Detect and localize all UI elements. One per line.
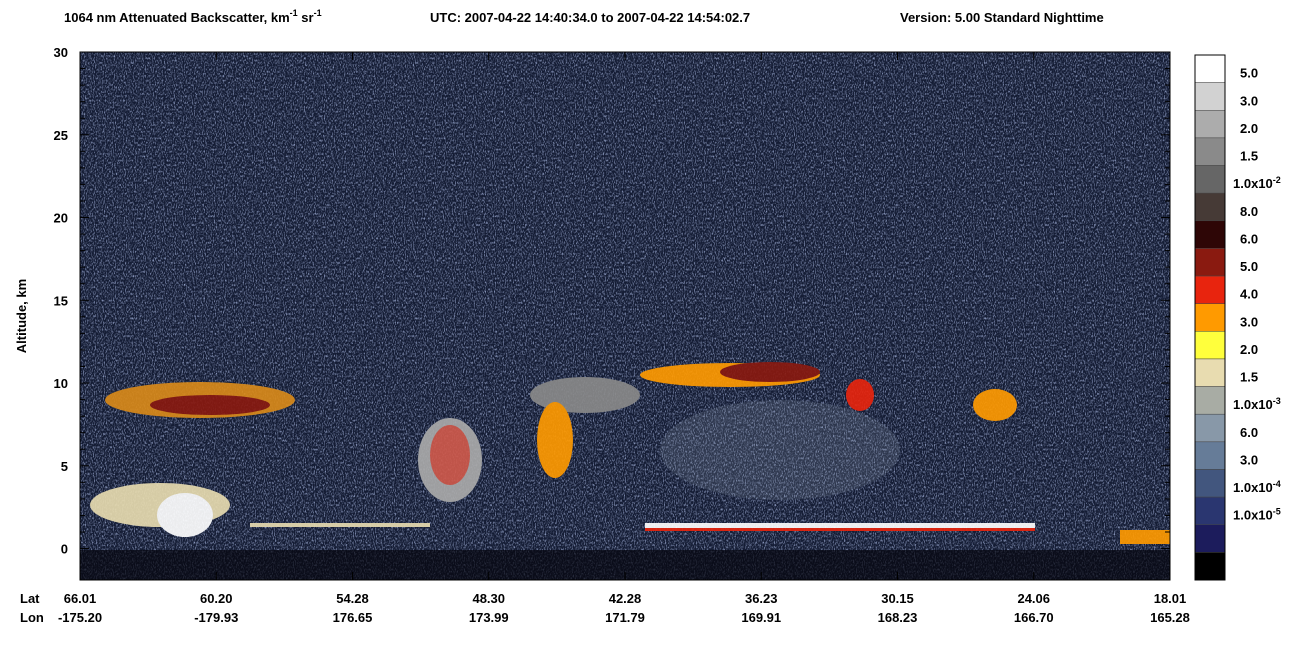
colorbar-label: 4.0 — [1240, 287, 1258, 302]
chart-version: Version: 5.00 Standard Nighttime — [900, 10, 1104, 25]
chart-title: 1064 nm Attenuated Backscatter, km-1 sr-… — [64, 8, 322, 25]
colorbar-label: 3.0 — [1240, 314, 1258, 329]
colorbar-label: 1.0x10-3 — [1233, 396, 1281, 412]
lon-label: 166.70 — [1014, 610, 1054, 625]
colorbar-label-base: 1.0x10 — [1233, 397, 1273, 412]
colorbar-label: 8.0 — [1240, 204, 1258, 219]
colorbar-swatch — [1194, 137, 1226, 166]
colorbar-swatch — [1194, 192, 1226, 222]
chart-subtitle: UTC: 2007-04-22 14:40:34.0 to 2007-04-22… — [430, 10, 750, 25]
cloud-feature — [150, 395, 270, 415]
colorbar-label-base: 1.0x10 — [1233, 480, 1273, 495]
colorbar-swatch — [1194, 413, 1226, 443]
lon-label: 171.79 — [605, 610, 645, 625]
lat-label: 42.28 — [609, 591, 642, 606]
colorbar-label: 1.0x10-5 — [1233, 507, 1281, 523]
colorbar-label-exp: -2 — [1273, 175, 1281, 185]
y-tick-label: 15 — [54, 293, 68, 308]
colorbar-swatch — [1194, 165, 1226, 194]
colorbar-label: 6.0 — [1240, 425, 1258, 440]
colorbar-swatch — [1194, 248, 1226, 277]
lon-label: -179.93 — [194, 610, 238, 625]
colorbar-label: 1.0x10-4 — [1233, 479, 1281, 495]
noise — [80, 52, 1170, 580]
colorbar-swatch — [1194, 469, 1226, 498]
colorbar-swatch — [1194, 496, 1226, 525]
surface-return — [250, 523, 430, 527]
colorbar-label: 2.0 — [1240, 342, 1258, 357]
colorbar-label: 2.0 — [1240, 121, 1258, 136]
lon-label: 165.28 — [1150, 610, 1190, 625]
colorbar-swatch — [1194, 552, 1226, 581]
lat-label: 24.06 — [1017, 591, 1050, 606]
lat-label: 66.01 — [64, 591, 97, 606]
colorbar-swatch — [1194, 358, 1226, 387]
colorbar-label-base: 1.0x10 — [1233, 176, 1273, 191]
lat-label: 48.30 — [472, 591, 505, 606]
colorbar-label-exp: -5 — [1273, 507, 1281, 517]
colorbar-label: 6.0 — [1240, 231, 1258, 246]
lat-label: 54.28 — [336, 591, 369, 606]
lon-label: 169.91 — [741, 610, 781, 625]
colorbar-swatch — [1194, 386, 1226, 415]
y-tick-label: 30 — [54, 45, 68, 60]
cloud-feature — [430, 425, 470, 485]
colorbar-label: 3.0 — [1240, 452, 1258, 467]
surface-return — [645, 528, 1035, 531]
y-tick-label: 25 — [54, 128, 68, 143]
lon-label: 176.65 — [333, 610, 373, 625]
lat-label: 36.23 — [745, 591, 778, 606]
y-tick-label: 10 — [54, 376, 68, 391]
lat-label: 30.15 — [881, 591, 914, 606]
colorbar-label: 3.0 — [1240, 93, 1258, 108]
colorbar-swatch — [1194, 524, 1226, 553]
cloud-feature — [157, 493, 213, 537]
colorbar-label: 1.0x10-2 — [1233, 175, 1281, 191]
colorbar-label-base: 1.0x10 — [1233, 508, 1273, 523]
cloud-feature — [846, 379, 874, 411]
y-tick-label: 0 — [61, 542, 68, 557]
colorbar-label: 5.0 — [1240, 66, 1258, 81]
cloud-feature — [660, 400, 900, 500]
colorbar-swatch — [1194, 303, 1226, 332]
colorbar-label-exp: -4 — [1273, 479, 1281, 489]
colorbar-frame — [1194, 54, 1226, 581]
y-tick-label: 20 — [54, 211, 68, 226]
colorbar-label: 5.0 — [1240, 259, 1258, 274]
colorbar-label: 1.5 — [1240, 370, 1258, 385]
colorbar-swatch — [1194, 110, 1226, 139]
colorbar-label-exp: -3 — [1273, 396, 1281, 406]
x-row-label: Lat — [20, 591, 40, 606]
lon-label: -175.20 — [58, 610, 102, 625]
cloud-feature — [537, 402, 573, 478]
y-tick-label: 5 — [61, 459, 68, 474]
cloud-feature — [720, 362, 820, 382]
y-axis-label: Altitude, km — [14, 279, 29, 353]
cloud-feature — [973, 389, 1017, 421]
colorbar-swatch — [1194, 220, 1226, 249]
surface-return — [1120, 530, 1170, 544]
colorbar-label: 1.5 — [1240, 149, 1258, 164]
lat-label: 18.01 — [1154, 591, 1187, 606]
x-row-label: Lon — [20, 610, 44, 625]
cloud-features — [90, 362, 1170, 544]
colorbar-swatch — [1194, 331, 1226, 360]
lon-label: 168.23 — [878, 610, 918, 625]
curtain-image — [80, 52, 1170, 580]
lat-label: 60.20 — [200, 591, 233, 606]
surface-return — [645, 523, 1035, 528]
colorbar-swatch — [1194, 82, 1226, 111]
colorbar-swatch — [1194, 275, 1226, 304]
colorbar-swatch — [1194, 441, 1226, 470]
colorbar-swatch — [1194, 54, 1226, 83]
lon-label: 173.99 — [469, 610, 509, 625]
